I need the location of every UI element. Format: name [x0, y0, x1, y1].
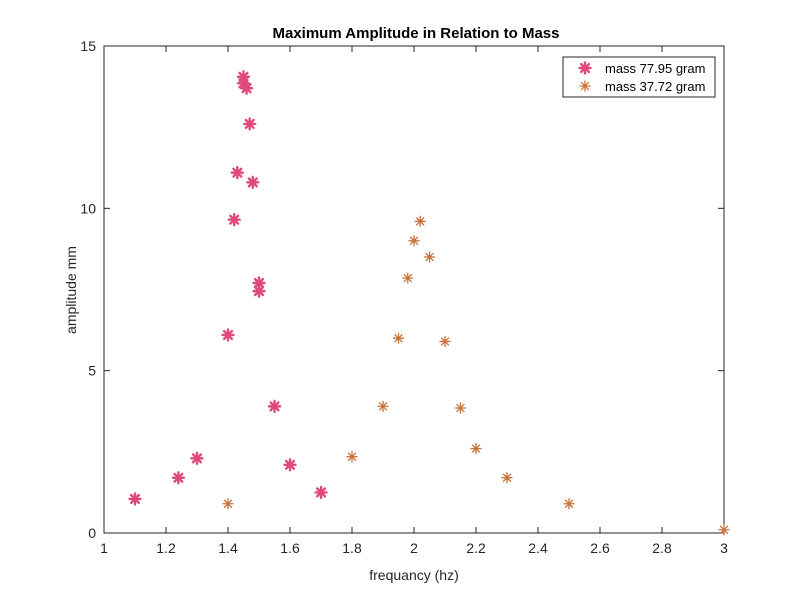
data-point [423, 251, 436, 263]
data-point [222, 498, 234, 510]
data-point [563, 498, 575, 510]
x-tick-label: 2 [410, 540, 418, 556]
data-point [128, 492, 142, 506]
data-point [242, 117, 257, 131]
x-tick-label: 2.8 [652, 540, 672, 556]
data-point [239, 81, 254, 95]
x-tick-label: 2.4 [528, 540, 548, 556]
x-tick-label: 1.8 [342, 540, 362, 556]
data-point [402, 272, 414, 284]
legend-marker [579, 80, 591, 92]
y-tick-label: 0 [88, 525, 96, 541]
y-tick-label: 5 [88, 363, 96, 379]
data-point [439, 335, 451, 348]
x-tick-label: 1.4 [218, 540, 238, 556]
data-point [377, 400, 389, 413]
x-tick-label: 2.2 [466, 540, 486, 556]
data-point [454, 402, 467, 414]
axes-box [103, 45, 725, 534]
data-point [346, 451, 358, 463]
chart-title: Maximum Amplitude in Relation to Mass [273, 25, 560, 42]
data-point [470, 442, 482, 455]
data-point [267, 399, 282, 414]
data-point [230, 165, 245, 180]
legend-label: mass 37.72 gram [605, 79, 705, 94]
data-point [408, 235, 420, 247]
data-point [718, 524, 730, 536]
data-point [414, 215, 426, 227]
y-axis-ticks: 0 5 10 15 [80, 38, 724, 541]
data-point [314, 485, 328, 500]
y-tick-label: 10 [80, 200, 96, 216]
data-point [283, 458, 297, 472]
data-point [246, 175, 260, 190]
plot-area [103, 45, 725, 534]
legend-marker [578, 61, 592, 75]
data-point [392, 332, 405, 344]
data-point [190, 451, 204, 466]
series-2 [222, 215, 730, 536]
data-point [227, 212, 241, 227]
data-point [221, 328, 235, 342]
data-point [171, 471, 186, 485]
legend-label: mass 77.95 gram [605, 61, 705, 76]
series-layer [128, 70, 730, 536]
x-tick-label: 2.6 [590, 540, 610, 556]
series-1 [128, 70, 328, 506]
x-axis-title: frequancy (hz) [369, 567, 458, 583]
x-axis-ticks: 1 1.2 1.4 1.6 1.8 2 2.2 2.4 2.6 2.8 3 [100, 46, 728, 556]
legend: mass 77.95 gram mass 37.72 gram [562, 56, 716, 98]
x-tick-label: 1 [100, 540, 108, 556]
y-tick-label: 15 [80, 38, 96, 54]
x-tick-label: 1.6 [280, 540, 300, 556]
x-tick-label: 1.2 [156, 540, 176, 556]
data-point [236, 70, 251, 84]
y-axis-title: amplitude mm [63, 246, 79, 334]
data-point [252, 284, 266, 298]
data-point [501, 472, 513, 484]
x-tick-label: 3 [720, 540, 728, 556]
